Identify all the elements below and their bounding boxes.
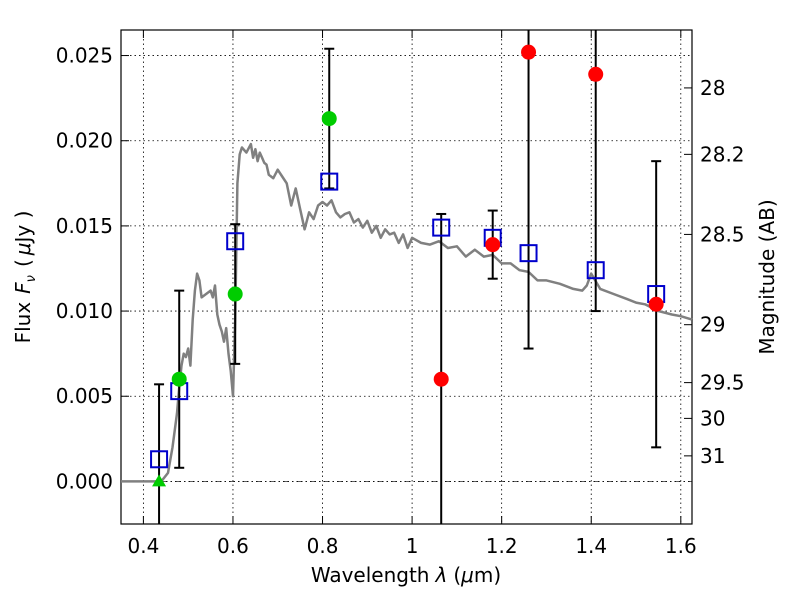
y2-tick-label: 29	[700, 313, 725, 337]
y2-tick-label: 28.2	[700, 142, 745, 166]
y-axis-label: FluxFν(μJy )	[11, 211, 39, 344]
y-tick-label: 0.000	[56, 469, 113, 493]
y2-tick-label: 29.5	[700, 371, 745, 395]
model-photometry-square	[226, 232, 245, 251]
model-sed-line	[121, 142, 693, 483]
y2-tick-label: 28.5	[700, 222, 745, 246]
observed-point	[588, 66, 604, 82]
tick-layer	[121, 30, 692, 524]
x-axis-label: Wavelength λ (μm)	[311, 563, 501, 587]
x-tick-label: 1.2	[486, 534, 518, 558]
point-layer	[150, 44, 666, 487]
observed-point	[648, 296, 664, 312]
grid-layer	[121, 30, 692, 524]
model-sed-layer	[121, 142, 693, 483]
model-photometry-square	[432, 218, 451, 237]
y-tick-label: 0.015	[56, 214, 113, 238]
observed-point	[171, 371, 187, 387]
observed-point-triangle	[152, 474, 167, 487]
observed-point	[321, 111, 337, 127]
model-photometry-square	[519, 244, 538, 263]
y-tick-label: 0.010	[56, 299, 113, 323]
y2-tick-label: 30	[700, 406, 725, 430]
model-photometry-square	[586, 261, 605, 280]
x-tick-label: 1.6	[665, 534, 697, 558]
x-tick-label: 1	[406, 534, 419, 558]
x-tick-label: 1.4	[575, 534, 607, 558]
y2-axis-label: Magnitude (AB)	[755, 199, 779, 354]
y-tick-label: 0.025	[56, 44, 113, 68]
observed-point	[433, 371, 449, 387]
y2-tick-label: 28	[700, 76, 725, 100]
plot-frame	[120, 29, 693, 525]
x-tick-label: 0.8	[307, 534, 339, 558]
x-tick-label: 0.4	[127, 534, 159, 558]
y-tick-label: 0.020	[56, 129, 113, 153]
observed-point	[485, 237, 501, 253]
model-photometry-square	[320, 172, 339, 191]
errorbar-layer	[154, 30, 662, 524]
y-tick-label: 0.005	[56, 384, 113, 408]
x-tick-label: 0.6	[217, 534, 249, 558]
observed-point	[521, 44, 537, 60]
y2-tick-label: 31	[700, 444, 725, 468]
model-photometry-square	[150, 450, 169, 469]
observed-point	[227, 286, 243, 302]
tick-label-layer: 0.4 0.6 0.8 1 1.2 1.4 1.6 0.000 0.005 0.010 0.015 0…	[56, 44, 745, 558]
